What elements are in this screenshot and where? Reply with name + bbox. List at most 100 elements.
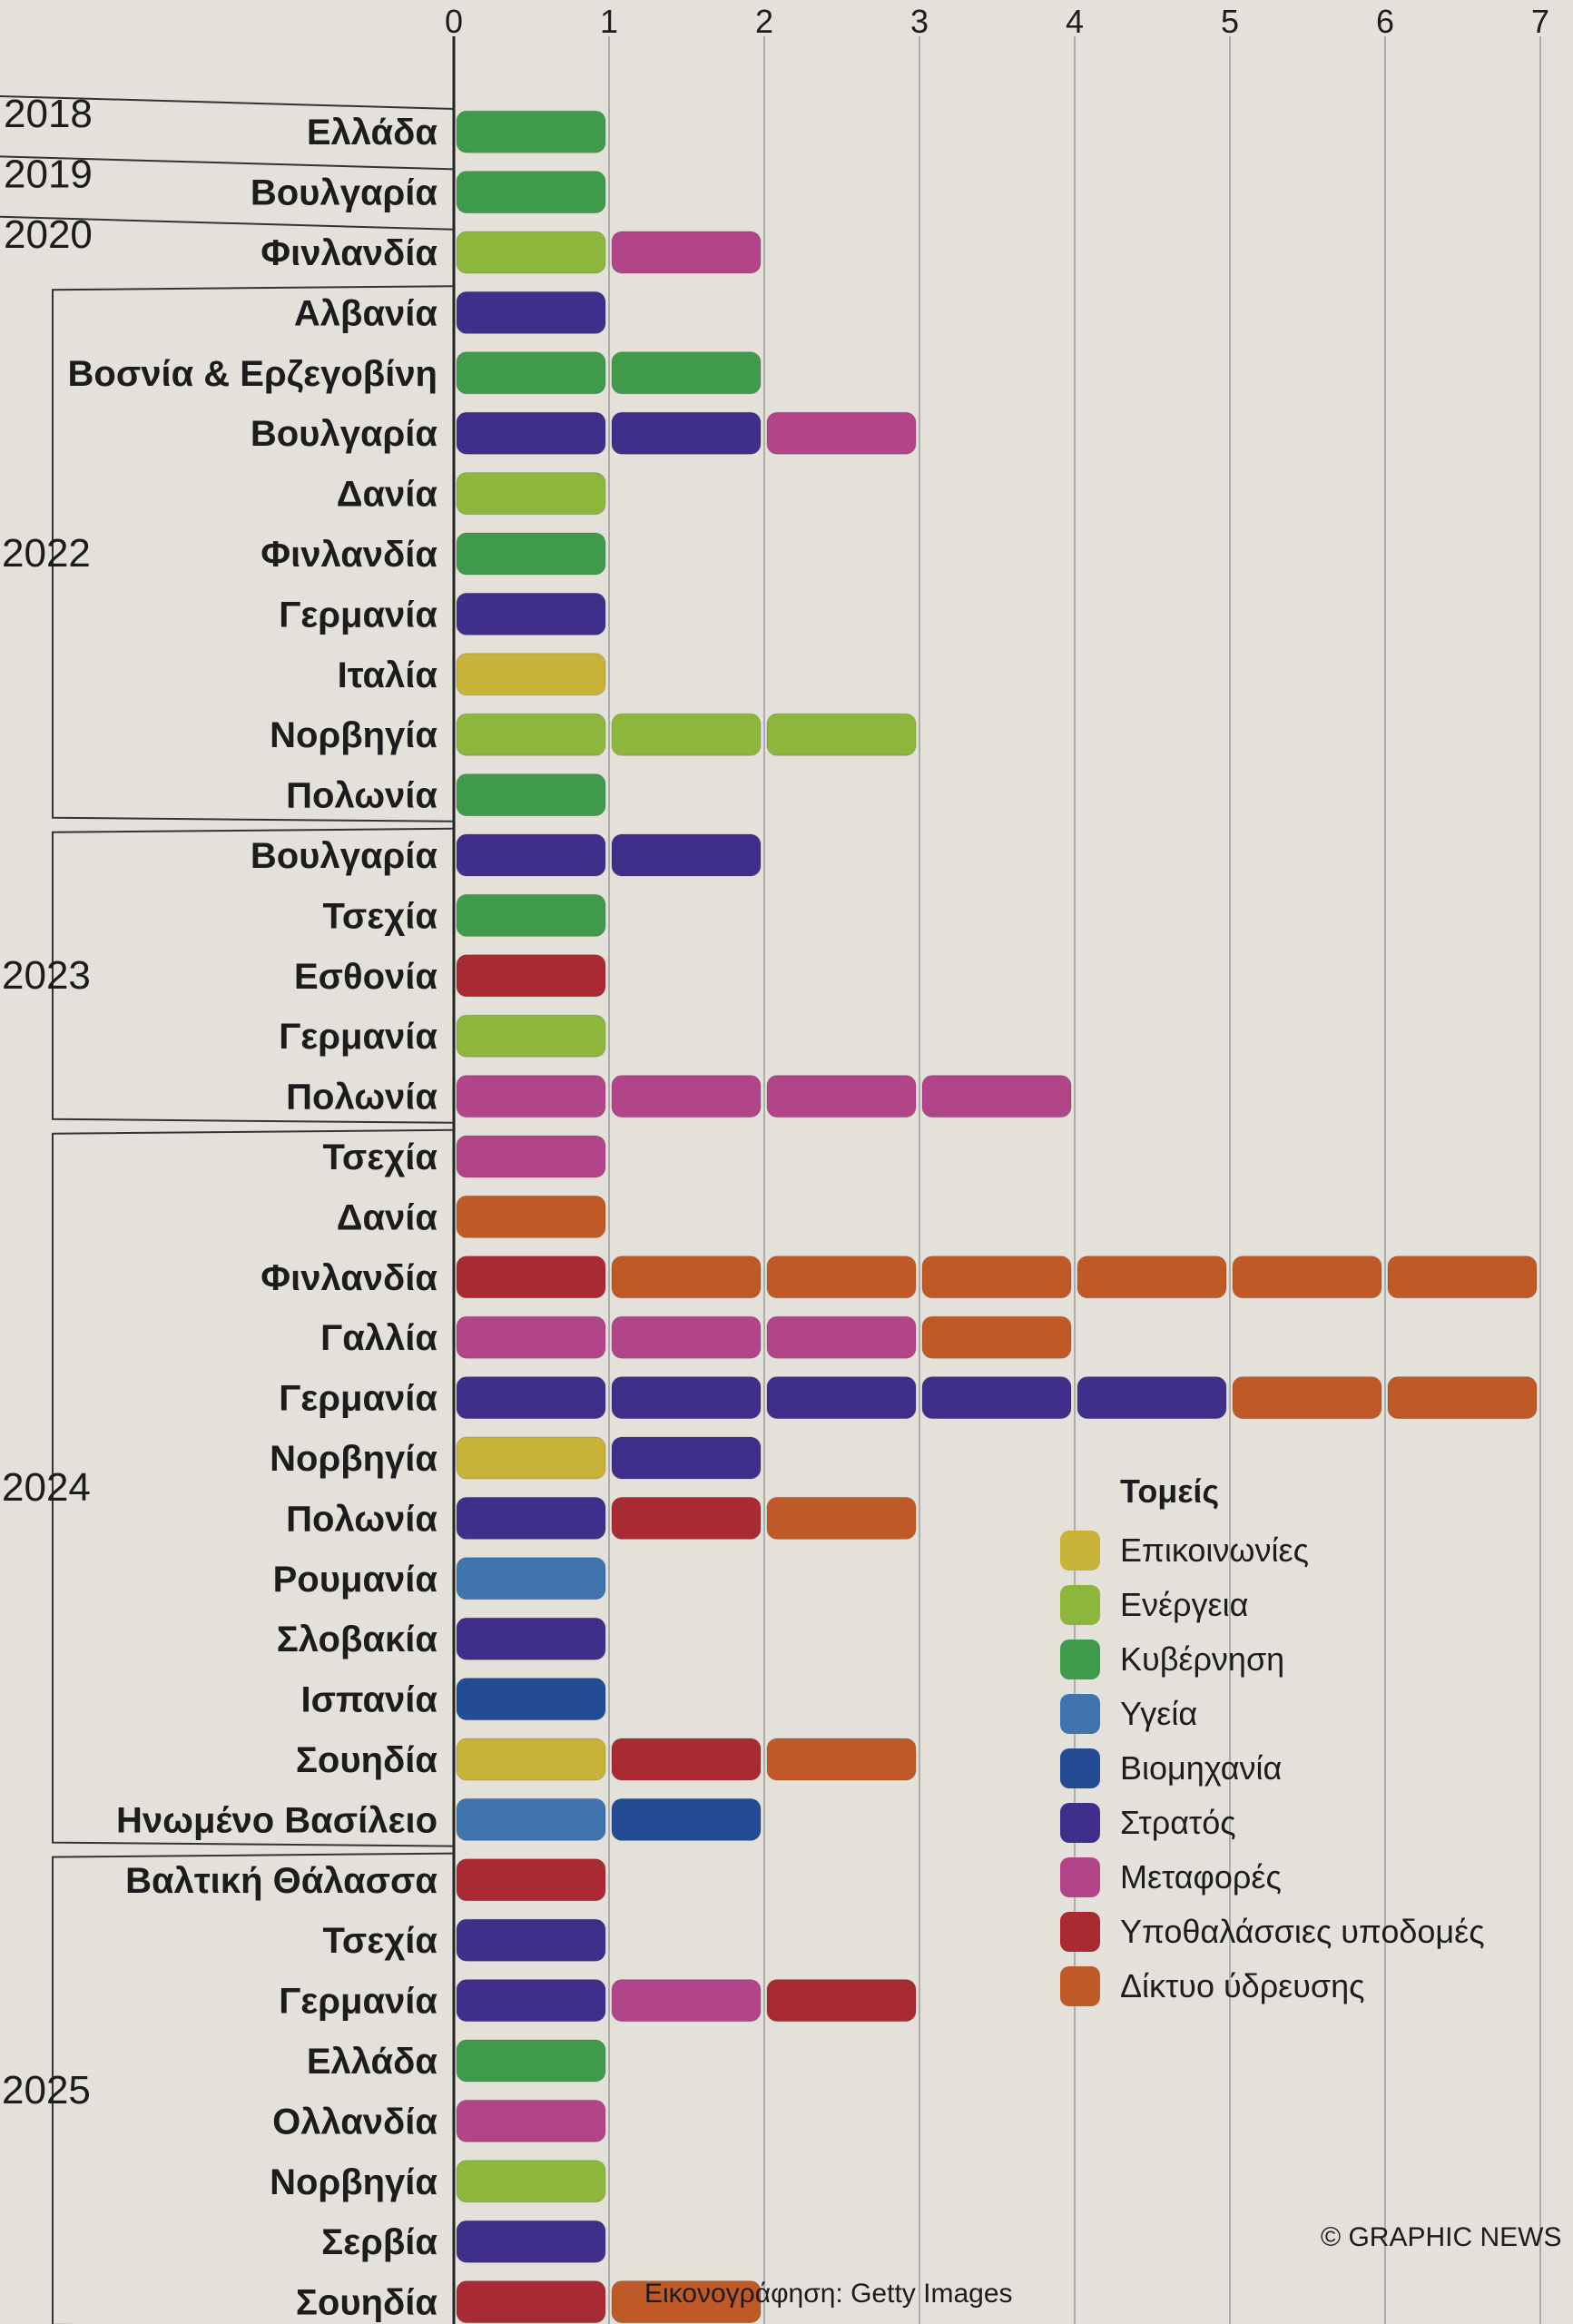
country-label: Ελλάδα	[307, 2042, 438, 2082]
bar-segment	[456, 2039, 606, 2083]
x-tick-label: 1	[600, 3, 618, 40]
x-tick-label: 6	[1376, 3, 1394, 40]
bar-segment	[456, 1557, 606, 1600]
legend-label: Επικοινωνίες	[1120, 1531, 1309, 1569]
legend-item: Κυβέρνηση	[1060, 1632, 1550, 1687]
x-tick-label: 0	[445, 3, 463, 40]
bar-segment	[766, 1256, 917, 1299]
x-tick-label: 2	[755, 3, 773, 40]
legend-label: Ενέργεια	[1120, 1586, 1249, 1623]
bar-segment	[456, 1918, 606, 1962]
bar-segment	[1077, 1376, 1227, 1420]
legend-label: Υγεία	[1120, 1695, 1198, 1732]
bar-segment	[456, 110, 606, 153]
bar-segment	[921, 1075, 1072, 1118]
bar-segment	[456, 1315, 606, 1359]
bar-segment	[456, 532, 606, 576]
year-label: 2020	[4, 212, 93, 257]
group-separator	[0, 95, 455, 110]
legend-label: Δίκτυο ύδρευσης	[1120, 1967, 1365, 2004]
legend-item: Ενέργεια	[1060, 1578, 1550, 1632]
bar-segment	[611, 1315, 762, 1359]
country-label: Ρουμανία	[273, 1560, 438, 1600]
legend-swatch	[1060, 1857, 1100, 1897]
country-label: Σλοβακία	[277, 1620, 438, 1659]
bar-segment	[456, 653, 606, 696]
legend-item: Δίκτυο ύδρευσης	[1060, 1959, 1550, 2014]
country-label: Τσεχία	[322, 1137, 437, 1177]
bar-segment	[456, 290, 606, 334]
bar-segment	[456, 411, 606, 455]
legend-label: Βιομηχανία	[1120, 1749, 1283, 1787]
country-label: Ισπανία	[300, 1680, 437, 1720]
bar-segment	[456, 1797, 606, 1841]
bar-segment	[766, 1315, 917, 1359]
country-label: Νορβηγία	[270, 2162, 437, 2202]
x-tick-label: 7	[1531, 3, 1549, 40]
bar-segment	[611, 411, 762, 455]
bar-segment	[611, 1256, 762, 1299]
country-label: Αλβανία	[294, 293, 437, 333]
country-label: Φινλανδία	[261, 535, 437, 575]
country-label: Ελλάδα	[307, 113, 438, 153]
year-label: 2023	[2, 953, 91, 998]
x-tick-label: 4	[1066, 3, 1084, 40]
bar-segment	[456, 2280, 606, 2324]
bar-segment	[611, 351, 762, 395]
bar-segment	[921, 1315, 1072, 1359]
year-bracket	[52, 1128, 455, 1847]
bar-segment	[611, 231, 762, 274]
bar-segment	[456, 2220, 606, 2263]
bar-segment	[611, 713, 762, 756]
x-tick-label: 3	[910, 3, 929, 40]
group-separator	[0, 155, 455, 171]
bar-segment	[611, 1738, 762, 1781]
bar-segment	[611, 1979, 762, 2023]
legend-item: Βιομηχανία	[1060, 1741, 1550, 1796]
copyright-notice: © GRAPHIC NEWS	[1321, 2222, 1562, 2252]
country-label: Βοσνία & Ερζεγοβίνη	[68, 354, 437, 394]
bar-segment	[456, 171, 606, 214]
legend-label: Υποθαλάσσιες υποδομές	[1120, 1913, 1485, 1950]
bar-segment	[456, 893, 606, 937]
bar-segment	[456, 773, 606, 817]
bar-segment	[921, 1376, 1072, 1420]
country-label: Γερμανία	[279, 595, 437, 635]
year-bracket	[52, 1852, 455, 2324]
country-label: Εσθονία	[294, 957, 437, 997]
bar-segment	[1232, 1376, 1382, 1420]
legend-label: Στρατός	[1120, 1804, 1236, 1841]
photo-credit: Εικονογράφηση: Getty Images	[644, 2279, 1013, 2309]
bar-segment	[611, 1797, 762, 1841]
bar-segment	[611, 2280, 762, 2324]
legend-item: Μεταφορές	[1060, 1850, 1550, 1905]
country-label: Γερμανία	[279, 1982, 437, 2022]
year-bracket	[52, 285, 455, 822]
bar-segment	[456, 1436, 606, 1480]
bar-segment	[456, 1678, 606, 1721]
bar-segment	[766, 1738, 917, 1781]
bar-segment	[766, 1496, 917, 1540]
legend-swatch	[1060, 1640, 1100, 1679]
bar-segment	[456, 713, 606, 756]
country-label: Δανία	[337, 475, 438, 515]
country-label: Δανία	[337, 1197, 438, 1237]
legend-swatch	[1060, 1748, 1100, 1788]
legend-swatch	[1060, 1694, 1100, 1734]
bar-segment	[1077, 1256, 1227, 1299]
bar-segment	[1387, 1376, 1538, 1420]
country-label: Βουλγαρία	[251, 836, 438, 876]
bar-segment	[766, 1075, 917, 1118]
country-label: Τσεχία	[322, 896, 437, 936]
bar-segment	[456, 1256, 606, 1299]
legend-label: Κυβέρνηση	[1120, 1640, 1285, 1678]
bar-segment	[456, 351, 606, 395]
year-label: 2018	[4, 92, 93, 136]
country-label: Φινλανδία	[261, 1258, 437, 1298]
bar-segment	[456, 1738, 606, 1781]
year-label: 2024	[2, 1465, 91, 1510]
bar-segment	[611, 1496, 762, 1540]
bar-segment	[456, 1135, 606, 1178]
bar-segment	[611, 833, 762, 877]
